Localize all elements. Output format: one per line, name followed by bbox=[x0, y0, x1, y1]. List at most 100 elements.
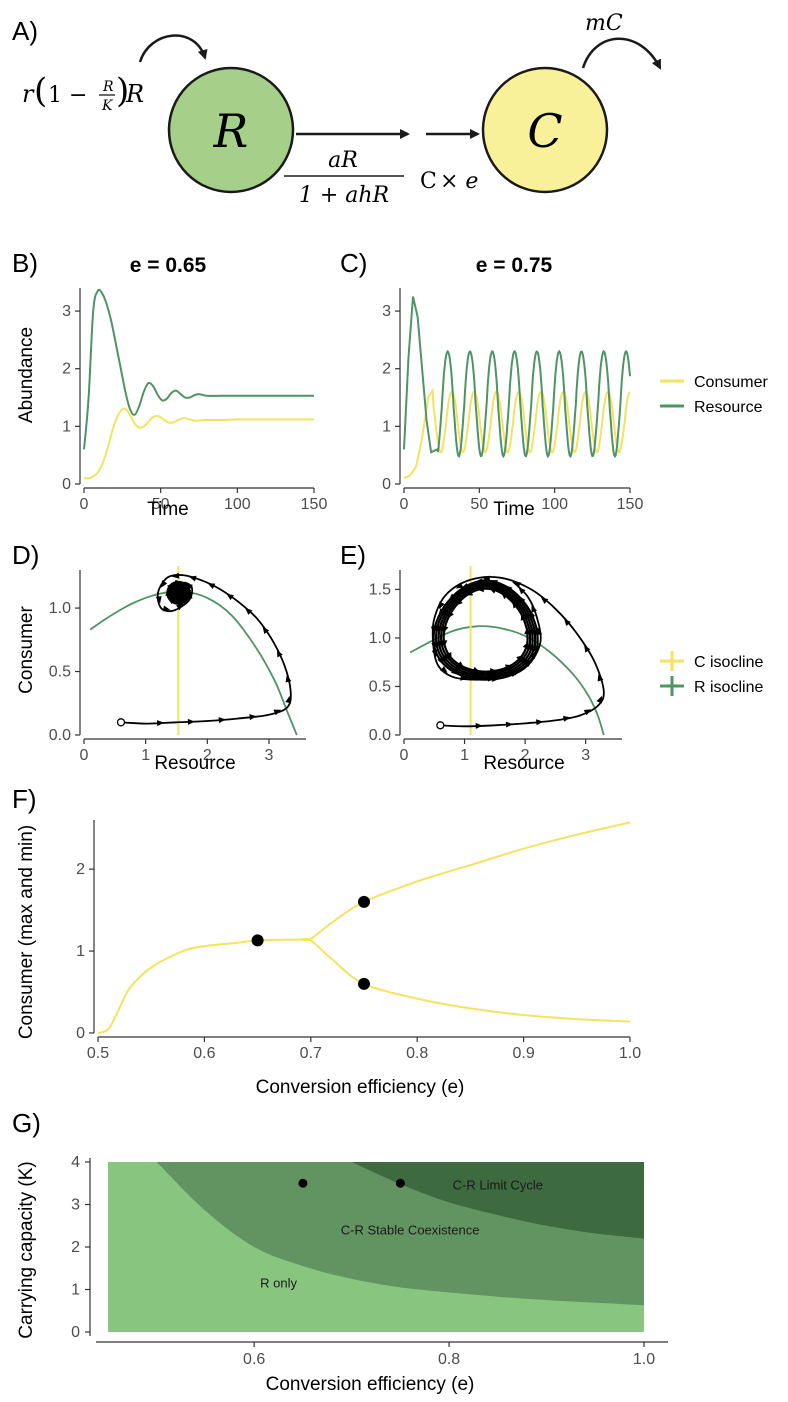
chart-e-cycle-arrow bbox=[445, 651, 452, 660]
chart-d-trajectory-arrow bbox=[176, 603, 184, 611]
chart-c-series-resource bbox=[403, 296, 631, 459]
chart-d-start-point bbox=[116, 718, 126, 727]
mortality-arrow bbox=[581, 37, 662, 70]
chart-g-region-label: R only bbox=[260, 1275, 297, 1290]
legend-c-isocline-label: C isocline bbox=[694, 654, 763, 671]
chart-d-x-tick-label: 3 bbox=[265, 747, 274, 764]
chart-d-y-tick-label: 0.0 bbox=[49, 727, 71, 744]
chart-f-ylabel: Consumer (max and min) bbox=[16, 825, 37, 1039]
chart-g-point bbox=[298, 1178, 308, 1188]
chart-d-spiral-arrow bbox=[167, 583, 173, 589]
chart-d-spiral-arrow bbox=[180, 583, 186, 589]
chart-e-trajectory-arrow bbox=[440, 666, 448, 673]
mortality-term: mC bbox=[585, 11, 623, 36]
panel-label-g: G) bbox=[12, 1108, 41, 1138]
chart-d-trajectory-arrow bbox=[273, 709, 282, 716]
chart-b-ylabel: Abundance bbox=[16, 327, 37, 423]
feeding-numerator: aR bbox=[328, 148, 358, 173]
chart-g-y-tick-label: 1 bbox=[71, 1282, 80, 1299]
chart-e-trajectory-arrow bbox=[583, 709, 592, 716]
chart-f-point bbox=[358, 977, 370, 990]
chart-e-trajectory-arrow bbox=[564, 618, 571, 626]
chart-e-y-tick-label: 0.0 bbox=[369, 727, 391, 744]
chart-d-spiral-arrow bbox=[181, 582, 187, 588]
chart-b-x-tick-label: 150 bbox=[301, 496, 328, 513]
chart-c-x-tick-label: 100 bbox=[541, 496, 568, 513]
chart-e-cycle-arrow bbox=[455, 598, 463, 606]
growth-r: r bbox=[22, 80, 35, 108]
panel-label-b: B) bbox=[12, 248, 38, 278]
chart-g-plot: 0.6 0.8 1.0 0 1 2 3 4 R only C-R Stable Coexisten… bbox=[71, 1154, 668, 1368]
chart-c-y-tick-label: 2 bbox=[382, 361, 391, 378]
growth-paren-close: ) bbox=[116, 71, 129, 111]
chart-g-region-label: C-R Limit Cycle bbox=[453, 1178, 543, 1193]
chart-c-y-tick-label: 3 bbox=[382, 303, 391, 320]
chart-e-cycle-arrow bbox=[472, 666, 481, 673]
chart-d-x-tick-label: 0 bbox=[80, 747, 89, 764]
chart-e-x-tick-label: 1 bbox=[460, 747, 469, 764]
chart-e-trajectory-arrow bbox=[438, 601, 445, 610]
chart-f-xlabel: Conversion efficiency (e) bbox=[256, 1077, 465, 1098]
chart-d-spiral-arrow bbox=[181, 593, 187, 599]
chart-d-spiral-arrow bbox=[171, 587, 177, 593]
chart-d-spiral-arrow bbox=[168, 584, 174, 590]
chart-g-region-limit-cycle bbox=[351, 1162, 644, 1239]
consumer-symbol: C bbox=[527, 104, 562, 158]
panel-label-a: A) bbox=[12, 16, 38, 46]
chart-e-trajectory-arrow bbox=[562, 715, 571, 722]
chart-e-cycle-arrow bbox=[516, 655, 524, 662]
chart-c-plot: 0 50 100 150 0 1 2 3 bbox=[382, 288, 643, 513]
chart-f-x-tick-label: 0.6 bbox=[193, 1045, 215, 1062]
chart-f-series-max bbox=[97, 821, 631, 1034]
chart-e-trajectory-arrow bbox=[505, 721, 513, 728]
chart-d-spiral-arrow bbox=[184, 597, 190, 603]
chart-e-x-tick-label: 0 bbox=[400, 747, 409, 764]
chart-d-trajectory-arrow bbox=[207, 583, 216, 590]
feeding-consumer-term: C bbox=[420, 169, 437, 194]
chart-d-spiral-arrow bbox=[169, 599, 175, 605]
chart-g-x-tick-label: 0.6 bbox=[243, 1351, 265, 1368]
chart-e-trajectory-arrow bbox=[596, 695, 603, 704]
chart-e-start-point bbox=[436, 721, 445, 730]
panel-label-d: D) bbox=[12, 540, 39, 570]
chart-b-x-tick-label: 0 bbox=[80, 496, 89, 513]
chart-b-y-tick-label: 3 bbox=[62, 303, 71, 320]
chart-b-plot: 0 50 100 150 0 1 2 3 bbox=[62, 288, 327, 513]
chart-d-ylabel: Consumer bbox=[16, 606, 37, 694]
chart-d-spiral-arrow bbox=[182, 594, 188, 600]
panel-f-bifurcation: F) 0.5 0.6 0.7 0.8 0.9 1.0 0 1 2 Conversion effi… bbox=[12, 784, 641, 1098]
chart-g-y-tick-label: 2 bbox=[71, 1239, 80, 1256]
chart-f-point bbox=[358, 895, 370, 908]
chart-b-title: e = 0.65 bbox=[130, 254, 207, 277]
chart-e-cycle-arrow bbox=[447, 611, 454, 619]
growth-K-den: K bbox=[101, 98, 114, 114]
chart-d-equilibrium-point bbox=[173, 587, 184, 598]
legend-phase: C isocline R isocline bbox=[660, 651, 763, 696]
chart-f-x-tick-label: 0.9 bbox=[512, 1045, 534, 1062]
chart-d-spiral-arrow bbox=[172, 595, 178, 601]
chart-d-trajectory-arrow bbox=[285, 674, 292, 683]
chart-d-trajectory-arrow bbox=[187, 718, 195, 725]
chart-g-y-tick-label: 4 bbox=[71, 1154, 80, 1171]
chart-g-y-tick-label: 3 bbox=[71, 1197, 80, 1214]
panel-b-timeseries: B) e = 0.65 0 50 100 150 0 1 2 3 Time Abundance bbox=[12, 248, 327, 520]
chart-d-spiral-arrow bbox=[178, 585, 184, 591]
chart-d-trajectory-arrow bbox=[226, 593, 234, 601]
chart-d-y-tick-label: 0.5 bbox=[49, 664, 71, 681]
chart-f-x-tick-label: 0.5 bbox=[87, 1045, 109, 1062]
panel-c-timeseries: C) e = 0.75 0 50 100 150 0 1 2 3 Time bbox=[340, 248, 643, 520]
chart-d-x-tick-label: 1 bbox=[141, 747, 150, 764]
growth-loop-arrow bbox=[138, 34, 208, 63]
chart-f-x-tick-label: 1.0 bbox=[619, 1045, 641, 1062]
chart-d-trajectory-arrow bbox=[156, 720, 165, 727]
chart-e-trajectory-arrow bbox=[513, 582, 521, 588]
chart-f-series-min bbox=[300, 937, 631, 1023]
growth-paren-open: ( bbox=[34, 71, 47, 111]
chart-d-trajectory-arrow bbox=[172, 572, 180, 579]
chart-e-cycle-arrow bbox=[520, 613, 527, 621]
chart-e-cycle-arrow bbox=[522, 641, 529, 650]
chart-g-region-label: C-R Stable Coexistence bbox=[341, 1222, 480, 1237]
chart-f-y-tick-label: 2 bbox=[76, 861, 85, 878]
chart-e-y-tick-label: 0.5 bbox=[369, 678, 391, 695]
chart-d-trajectory-arrow bbox=[276, 649, 283, 658]
